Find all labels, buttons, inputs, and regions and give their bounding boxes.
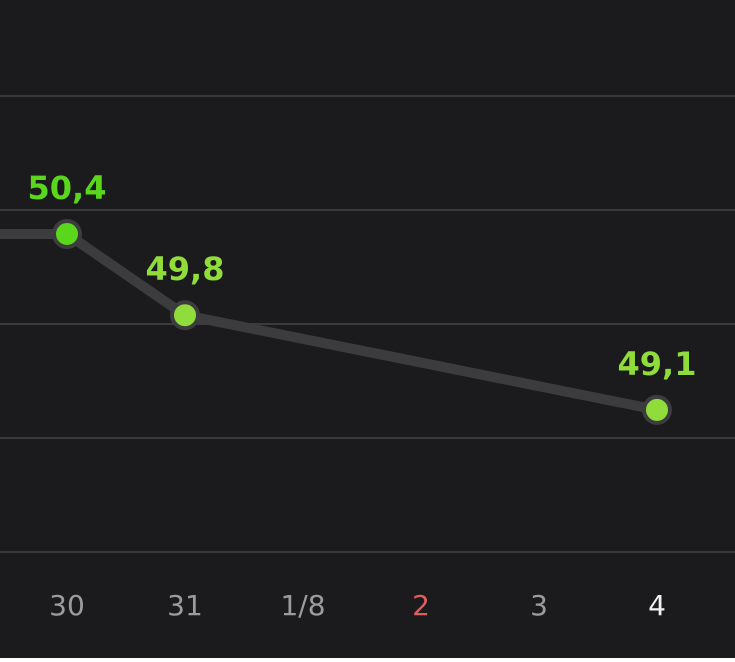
x-tick-label: 3 xyxy=(530,589,548,622)
x-tick-label: 31 xyxy=(167,589,203,622)
data-point xyxy=(52,219,82,250)
value-label: 49,1 xyxy=(618,345,697,383)
x-tick-label: 4 xyxy=(648,589,666,622)
x-tick-label: 2 xyxy=(412,589,430,622)
data-point xyxy=(170,300,200,331)
x-tick-label: 30 xyxy=(49,589,85,622)
value-label: 49,8 xyxy=(146,250,225,288)
line xyxy=(0,229,658,415)
value-label: 50,4 xyxy=(28,169,107,207)
x-tick-label: 1/8 xyxy=(280,589,325,622)
data-point xyxy=(642,394,672,425)
